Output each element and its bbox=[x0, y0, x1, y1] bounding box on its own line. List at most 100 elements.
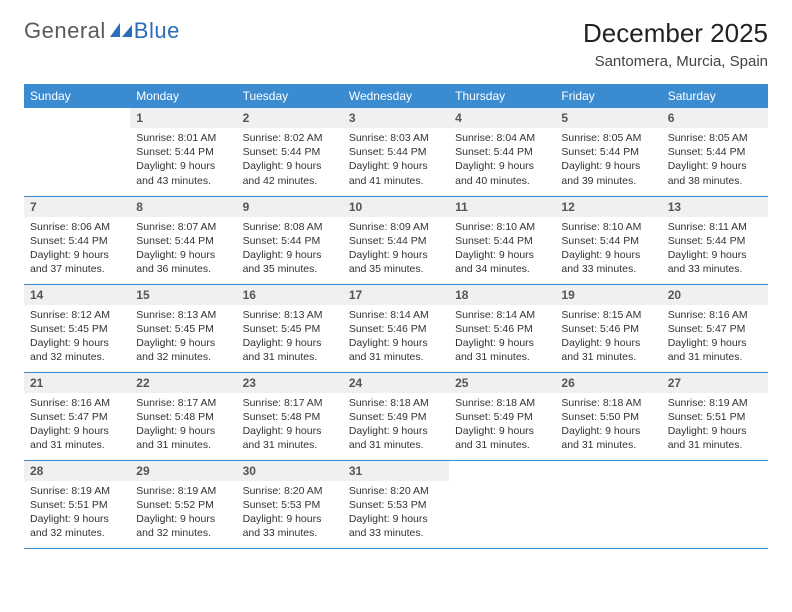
day-details: Sunrise: 8:15 AMSunset: 5:46 PMDaylight:… bbox=[555, 305, 661, 369]
daylight-text: Daylight: 9 hours and 31 minutes. bbox=[349, 424, 443, 452]
calendar-day: 5Sunrise: 8:05 AMSunset: 5:44 PMDaylight… bbox=[555, 108, 661, 196]
day-details: Sunrise: 8:10 AMSunset: 5:44 PMDaylight:… bbox=[555, 217, 661, 281]
calendar-day: 8Sunrise: 8:07 AMSunset: 5:44 PMDaylight… bbox=[130, 196, 236, 284]
sunrise-text: Sunrise: 8:15 AM bbox=[561, 308, 655, 322]
daylight-text: Daylight: 9 hours and 33 minutes. bbox=[243, 512, 337, 540]
daylight-text: Daylight: 9 hours and 37 minutes. bbox=[30, 248, 124, 276]
sunrise-text: Sunrise: 8:20 AM bbox=[243, 484, 337, 498]
day-number: 30 bbox=[237, 461, 343, 481]
daylight-text: Daylight: 9 hours and 35 minutes. bbox=[243, 248, 337, 276]
sunrise-text: Sunrise: 8:08 AM bbox=[243, 220, 337, 234]
sunset-text: Sunset: 5:46 PM bbox=[561, 322, 655, 336]
sunrise-text: Sunrise: 8:16 AM bbox=[30, 396, 124, 410]
calendar-head: SundayMondayTuesdayWednesdayThursdayFrid… bbox=[24, 84, 768, 108]
calendar-day: 10Sunrise: 8:09 AMSunset: 5:44 PMDayligh… bbox=[343, 196, 449, 284]
day-number: 17 bbox=[343, 285, 449, 305]
sunrise-text: Sunrise: 8:18 AM bbox=[561, 396, 655, 410]
daylight-text: Daylight: 9 hours and 40 minutes. bbox=[455, 159, 549, 187]
sunset-text: Sunset: 5:51 PM bbox=[30, 498, 124, 512]
calendar-week: 28Sunrise: 8:19 AMSunset: 5:51 PMDayligh… bbox=[24, 460, 768, 548]
calendar-day: 3Sunrise: 8:03 AMSunset: 5:44 PMDaylight… bbox=[343, 108, 449, 196]
day-details: Sunrise: 8:17 AMSunset: 5:48 PMDaylight:… bbox=[130, 393, 236, 457]
day-details: Sunrise: 8:12 AMSunset: 5:45 PMDaylight:… bbox=[24, 305, 130, 369]
calendar-day: 24Sunrise: 8:18 AMSunset: 5:49 PMDayligh… bbox=[343, 372, 449, 460]
sunset-text: Sunset: 5:44 PM bbox=[349, 234, 443, 248]
daylight-text: Daylight: 9 hours and 35 minutes. bbox=[349, 248, 443, 276]
calendar-day: 30Sunrise: 8:20 AMSunset: 5:53 PMDayligh… bbox=[237, 460, 343, 548]
calendar-day: 1Sunrise: 8:01 AMSunset: 5:44 PMDaylight… bbox=[130, 108, 236, 196]
calendar-day: 27Sunrise: 8:19 AMSunset: 5:51 PMDayligh… bbox=[662, 372, 768, 460]
day-number bbox=[24, 108, 130, 128]
day-number: 7 bbox=[24, 197, 130, 217]
day-details: Sunrise: 8:07 AMSunset: 5:44 PMDaylight:… bbox=[130, 217, 236, 281]
day-number bbox=[555, 461, 661, 481]
sunrise-text: Sunrise: 8:13 AM bbox=[243, 308, 337, 322]
daylight-text: Daylight: 9 hours and 31 minutes. bbox=[349, 336, 443, 364]
calendar-day: 17Sunrise: 8:14 AMSunset: 5:46 PMDayligh… bbox=[343, 284, 449, 372]
sunset-text: Sunset: 5:49 PM bbox=[349, 410, 443, 424]
calendar-day: 6Sunrise: 8:05 AMSunset: 5:44 PMDaylight… bbox=[662, 108, 768, 196]
calendar-day bbox=[449, 460, 555, 548]
sunset-text: Sunset: 5:44 PM bbox=[455, 145, 549, 159]
sunrise-text: Sunrise: 8:18 AM bbox=[349, 396, 443, 410]
daylight-text: Daylight: 9 hours and 39 minutes. bbox=[561, 159, 655, 187]
calendar-day: 18Sunrise: 8:14 AMSunset: 5:46 PMDayligh… bbox=[449, 284, 555, 372]
day-number: 22 bbox=[130, 373, 236, 393]
daylight-text: Daylight: 9 hours and 31 minutes. bbox=[455, 424, 549, 452]
weekday-row: SundayMondayTuesdayWednesdayThursdayFrid… bbox=[24, 84, 768, 108]
day-details: Sunrise: 8:05 AMSunset: 5:44 PMDaylight:… bbox=[555, 128, 661, 192]
sunset-text: Sunset: 5:44 PM bbox=[243, 145, 337, 159]
daylight-text: Daylight: 9 hours and 31 minutes. bbox=[561, 336, 655, 364]
sunrise-text: Sunrise: 8:19 AM bbox=[30, 484, 124, 498]
sunset-text: Sunset: 5:52 PM bbox=[136, 498, 230, 512]
sunrise-text: Sunrise: 8:14 AM bbox=[455, 308, 549, 322]
weekday-header: Sunday bbox=[24, 84, 130, 108]
day-number: 20 bbox=[662, 285, 768, 305]
day-details: Sunrise: 8:04 AMSunset: 5:44 PMDaylight:… bbox=[449, 128, 555, 192]
sunset-text: Sunset: 5:44 PM bbox=[455, 234, 549, 248]
day-number: 29 bbox=[130, 461, 236, 481]
title-block: December 2025 Santomera, Murcia, Spain bbox=[583, 18, 768, 70]
calendar-day bbox=[24, 108, 130, 196]
calendar-day: 19Sunrise: 8:15 AMSunset: 5:46 PMDayligh… bbox=[555, 284, 661, 372]
calendar-day: 31Sunrise: 8:20 AMSunset: 5:53 PMDayligh… bbox=[343, 460, 449, 548]
day-details: Sunrise: 8:13 AMSunset: 5:45 PMDaylight:… bbox=[130, 305, 236, 369]
daylight-text: Daylight: 9 hours and 38 minutes. bbox=[668, 159, 762, 187]
day-number: 4 bbox=[449, 108, 555, 128]
day-number bbox=[662, 461, 768, 481]
day-details: Sunrise: 8:08 AMSunset: 5:44 PMDaylight:… bbox=[237, 217, 343, 281]
day-number: 15 bbox=[130, 285, 236, 305]
calendar-day: 28Sunrise: 8:19 AMSunset: 5:51 PMDayligh… bbox=[24, 460, 130, 548]
sunset-text: Sunset: 5:44 PM bbox=[561, 234, 655, 248]
sunrise-text: Sunrise: 8:13 AM bbox=[136, 308, 230, 322]
day-details: Sunrise: 8:13 AMSunset: 5:45 PMDaylight:… bbox=[237, 305, 343, 369]
day-details: Sunrise: 8:16 AMSunset: 5:47 PMDaylight:… bbox=[24, 393, 130, 457]
sunset-text: Sunset: 5:44 PM bbox=[136, 145, 230, 159]
sunrise-text: Sunrise: 8:10 AM bbox=[455, 220, 549, 234]
day-number: 25 bbox=[449, 373, 555, 393]
weekday-header: Tuesday bbox=[237, 84, 343, 108]
day-details: Sunrise: 8:01 AMSunset: 5:44 PMDaylight:… bbox=[130, 128, 236, 192]
calendar-day: 29Sunrise: 8:19 AMSunset: 5:52 PMDayligh… bbox=[130, 460, 236, 548]
calendar-day: 9Sunrise: 8:08 AMSunset: 5:44 PMDaylight… bbox=[237, 196, 343, 284]
day-number: 26 bbox=[555, 373, 661, 393]
sunrise-text: Sunrise: 8:20 AM bbox=[349, 484, 443, 498]
day-details: Sunrise: 8:03 AMSunset: 5:44 PMDaylight:… bbox=[343, 128, 449, 192]
calendar-week: 1Sunrise: 8:01 AMSunset: 5:44 PMDaylight… bbox=[24, 108, 768, 196]
sunset-text: Sunset: 5:48 PM bbox=[243, 410, 337, 424]
weekday-header: Monday bbox=[130, 84, 236, 108]
day-number bbox=[449, 461, 555, 481]
day-details: Sunrise: 8:18 AMSunset: 5:49 PMDaylight:… bbox=[449, 393, 555, 457]
sunrise-text: Sunrise: 8:17 AM bbox=[136, 396, 230, 410]
daylight-text: Daylight: 9 hours and 34 minutes. bbox=[455, 248, 549, 276]
sunset-text: Sunset: 5:47 PM bbox=[30, 410, 124, 424]
day-details: Sunrise: 8:14 AMSunset: 5:46 PMDaylight:… bbox=[449, 305, 555, 369]
daylight-text: Daylight: 9 hours and 32 minutes. bbox=[30, 512, 124, 540]
sunrise-text: Sunrise: 8:12 AM bbox=[30, 308, 124, 322]
sunrise-text: Sunrise: 8:05 AM bbox=[668, 131, 762, 145]
day-details: Sunrise: 8:16 AMSunset: 5:47 PMDaylight:… bbox=[662, 305, 768, 369]
daylight-text: Daylight: 9 hours and 42 minutes. bbox=[243, 159, 337, 187]
day-number: 23 bbox=[237, 373, 343, 393]
sunset-text: Sunset: 5:50 PM bbox=[561, 410, 655, 424]
location: Santomera, Murcia, Spain bbox=[583, 53, 768, 70]
